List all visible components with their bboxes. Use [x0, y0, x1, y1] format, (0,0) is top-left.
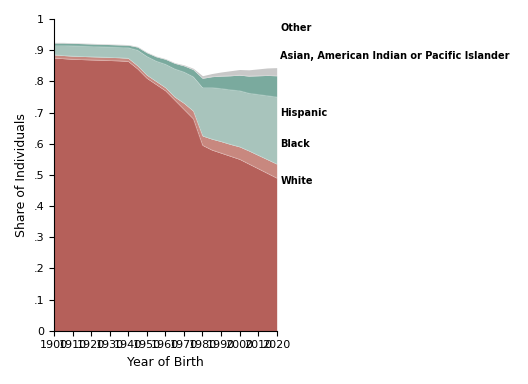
Text: Hispanic: Hispanic [280, 108, 328, 118]
Text: Asian, American Indian or Pacific Islander: Asian, American Indian or Pacific Island… [280, 51, 510, 61]
Y-axis label: Share of Individuals: Share of Individuals [15, 113, 28, 237]
Text: Black: Black [280, 139, 310, 149]
Text: Other: Other [280, 23, 312, 33]
X-axis label: Year of Birth: Year of Birth [127, 356, 204, 369]
Text: White: White [280, 176, 313, 186]
